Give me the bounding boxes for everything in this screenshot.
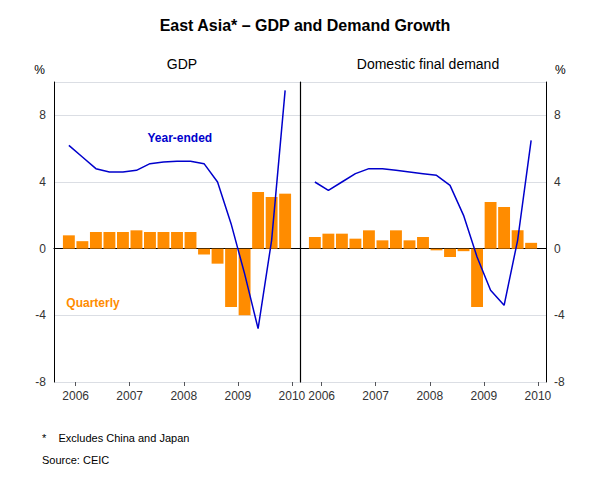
svg-text:2008: 2008 <box>416 389 443 403</box>
svg-text:2008: 2008 <box>170 389 197 403</box>
svg-text:-4: -4 <box>554 308 565 322</box>
svg-text:2009: 2009 <box>224 389 251 403</box>
svg-text:4: 4 <box>554 175 561 189</box>
svg-text:Domestic final demand: Domestic final demand <box>357 56 499 72</box>
svg-text:%: % <box>34 63 45 77</box>
svg-text:Quarterly: Quarterly <box>66 296 120 310</box>
svg-text:East Asia* – GDP and Demand Gr: East Asia* – GDP and Demand Growth <box>160 17 451 34</box>
svg-text:2010: 2010 <box>279 389 306 403</box>
svg-text:-8: -8 <box>35 375 46 389</box>
svg-text:Year-ended: Year-ended <box>147 131 212 145</box>
svg-text:8: 8 <box>39 108 46 122</box>
svg-text:8: 8 <box>554 108 561 122</box>
svg-text:-4: -4 <box>35 308 46 322</box>
svg-text:2006: 2006 <box>62 389 89 403</box>
svg-text:2006: 2006 <box>308 389 335 403</box>
svg-text:2009: 2009 <box>470 389 497 403</box>
svg-text:4: 4 <box>39 175 46 189</box>
svg-text:%: % <box>555 63 566 77</box>
svg-text:2007: 2007 <box>116 389 143 403</box>
svg-text:2010: 2010 <box>525 389 552 403</box>
svg-text:Source: CEIC: Source: CEIC <box>42 454 109 466</box>
svg-text:* Excludes China and Japan: * Excludes China and Japan <box>42 432 189 444</box>
svg-text:-8: -8 <box>554 375 565 389</box>
svg-text:0: 0 <box>554 242 561 256</box>
svg-text:2007: 2007 <box>362 389 389 403</box>
svg-text:GDP: GDP <box>167 56 197 72</box>
svg-text:0: 0 <box>39 242 46 256</box>
